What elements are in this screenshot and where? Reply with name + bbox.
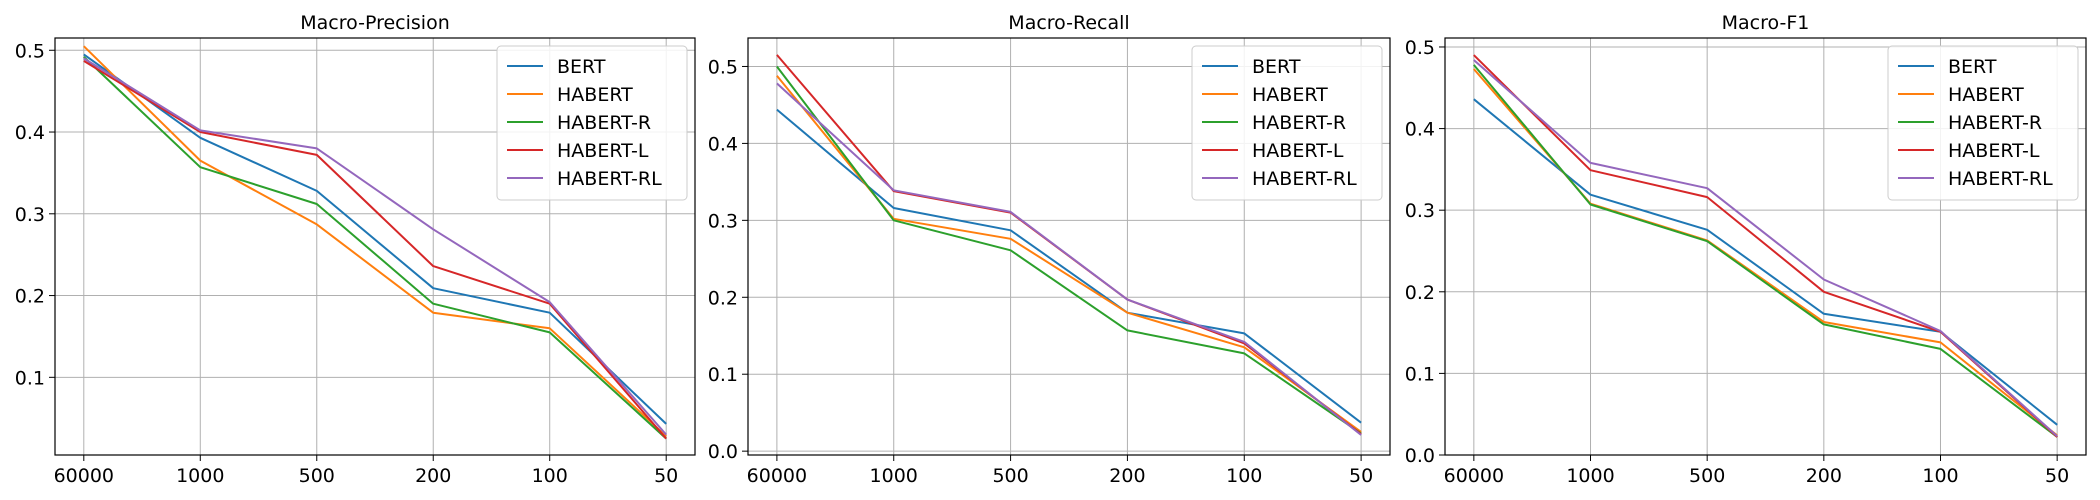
- chart-panel-1: 60000 1000 500 200 100 50 0.1 0.2 0.3 0.4 0.5 Macro…: [15, 12, 696, 487]
- chart-title: Macro-Recall: [1008, 12, 1129, 34]
- y-tick-label: 0.2: [708, 287, 738, 309]
- legend-label: HABERT-RL: [1252, 168, 1357, 190]
- legend-label: BERT: [1948, 56, 1997, 78]
- x-tick-label: 1000: [1566, 465, 1614, 487]
- legend-label: HABERT-R: [1252, 112, 1346, 134]
- series-line-bert: [776, 108, 1362, 424]
- series-line-habert-r: [1473, 64, 2058, 438]
- y-tick-label: 0.1: [1405, 363, 1435, 385]
- series-line-habert-rl: [1473, 59, 2058, 437]
- x-tick-label: 200: [1109, 465, 1145, 487]
- x-tick-label: 100: [1922, 465, 1958, 487]
- series-line-habert-rl: [776, 82, 1362, 436]
- legend: BERT HABERT HABERT-R HABERT-L HABERT-RL: [496, 45, 688, 201]
- x-tick-label: 200: [415, 465, 451, 487]
- plot-frame: [54, 37, 696, 456]
- x-tick-label: 50: [1349, 465, 1373, 487]
- series-line-habert-l: [83, 60, 667, 440]
- y-tick-label: 0.5: [708, 56, 738, 78]
- legend-label: HABERT-L: [1252, 140, 1344, 162]
- y-tick-label: 0.4: [708, 133, 738, 155]
- legend-label: HABERT-RL: [557, 168, 662, 190]
- y-tick-label: 0.5: [15, 40, 45, 62]
- series-line-habert-r: [83, 56, 667, 440]
- x-tick-label: 60000: [54, 465, 114, 487]
- series-line-habert-r: [776, 65, 1362, 435]
- legend: BERT HABERT HABERT-R HABERT-L HABERT-RL: [1887, 45, 2079, 201]
- x-tick-label: 60000: [1444, 465, 1504, 487]
- chart-panel-2: 60000 1000 500 200 100 50 0.0 0.1 0.2 0.3 0.4 0.5 Ma…: [708, 12, 1391, 487]
- y-tick-label: 0.3: [15, 204, 45, 226]
- y-tick-label: 0.4: [15, 122, 45, 144]
- x-tick-label: 1000: [176, 465, 224, 487]
- chart-panel-3: 60000 1000 500 200 100 50 0.0 0.1 0.2 0.3 0.4 0.5 Ma…: [1405, 12, 2087, 487]
- plot-frame: [747, 37, 1391, 456]
- x-tick-label: 50: [2045, 465, 2069, 487]
- y-tick-label: 0.3: [708, 210, 738, 232]
- x-tick-label: 500: [1689, 465, 1725, 487]
- y-tick-label: 0.1: [708, 364, 738, 386]
- y-tick-label: 0.2: [1405, 282, 1435, 304]
- series-line-habert-rl: [83, 57, 667, 436]
- y-tick-label: 0.0: [708, 441, 738, 463]
- legend-label: HABERT-R: [557, 112, 651, 134]
- x-tick-label: 60000: [747, 465, 807, 487]
- legend-label: HABERT-R: [1948, 112, 2042, 134]
- x-tick-label: 50: [654, 465, 678, 487]
- legend-label: HABERT-RL: [1948, 168, 2053, 190]
- series-line-habert: [83, 45, 667, 437]
- legend-box: [1191, 45, 1383, 201]
- legend-box: [1887, 45, 2079, 201]
- legend-label: HABERT-L: [557, 140, 649, 162]
- x-tick-label: 1000: [870, 465, 918, 487]
- x-tick-label: 100: [532, 465, 568, 487]
- x-tick-label: 500: [992, 465, 1028, 487]
- y-tick-label: 0.4: [1405, 119, 1435, 141]
- y-tick-label: 0.3: [1405, 200, 1435, 222]
- legend-box: [496, 45, 688, 201]
- legend-label: HABERT: [1948, 84, 2024, 106]
- x-tick-label: 200: [1806, 465, 1842, 487]
- chart-title: Macro-Precision: [300, 12, 450, 34]
- plot-frame: [1444, 37, 2087, 456]
- legend-label: BERT: [557, 56, 606, 78]
- legend-label: BERT: [1252, 56, 1301, 78]
- series-line-bert: [83, 53, 667, 425]
- x-tick-label: 100: [1226, 465, 1262, 487]
- x-tick-label: 500: [299, 465, 335, 487]
- y-tick-label: 0.1: [15, 367, 45, 389]
- chart-title: Macro-F1: [1722, 12, 1810, 34]
- legend-label: HABERT: [557, 84, 633, 106]
- legend-label: HABERT: [1252, 84, 1328, 106]
- y-tick-label: 0.2: [15, 286, 45, 308]
- y-tick-label: 0.0: [1405, 445, 1435, 467]
- y-tick-label: 0.5: [1405, 37, 1435, 59]
- legend: BERT HABERT HABERT-R HABERT-L HABERT-RL: [1191, 45, 1383, 201]
- legend-label: HABERT-L: [1948, 140, 2040, 162]
